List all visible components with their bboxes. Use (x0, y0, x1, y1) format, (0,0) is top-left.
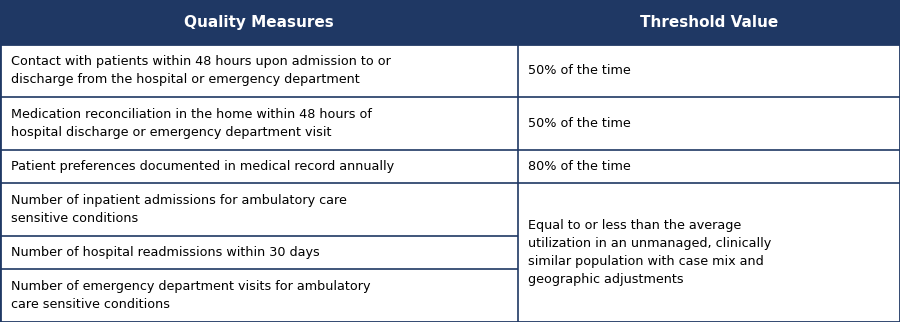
Text: Medication reconciliation in the home within 48 hours of
hospital discharge or e: Medication reconciliation in the home wi… (11, 109, 372, 139)
Text: Threshold Value: Threshold Value (640, 15, 778, 30)
Text: Contact with patients within 48 hours upon admission to or
discharge from the ho: Contact with patients within 48 hours up… (11, 55, 391, 86)
Text: Number of emergency department visits for ambulatory
care sensitive conditions: Number of emergency department visits fo… (11, 280, 370, 311)
Text: 50% of the time: 50% of the time (528, 118, 631, 130)
Bar (0, 0, 900, 44)
Text: Quality Measures: Quality Measures (184, 15, 334, 30)
Text: Number of hospital readmissions within 30 days: Number of hospital readmissions within 3… (11, 246, 320, 259)
Text: Patient preferences documented in medical record annually: Patient preferences documented in medica… (11, 160, 394, 173)
Text: Number of inpatient admissions for ambulatory care
sensitive conditions: Number of inpatient admissions for ambul… (11, 194, 346, 225)
Text: 80% of the time: 80% of the time (528, 160, 631, 173)
Text: Equal to or less than the average
utilization in an unmanaged, clinically
simila: Equal to or less than the average utiliz… (528, 219, 771, 286)
Text: 50% of the time: 50% of the time (528, 64, 631, 77)
Bar (0, 44, 900, 322)
